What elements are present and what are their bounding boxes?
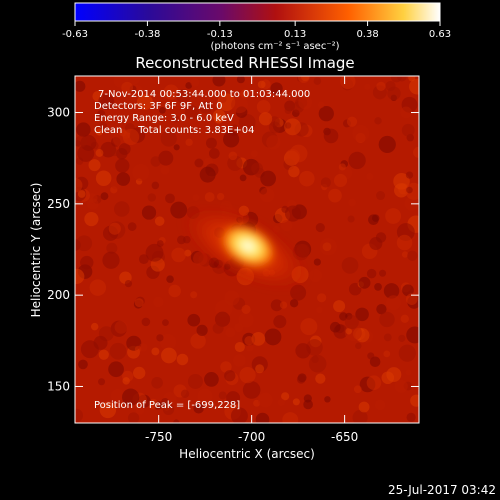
heatmap-texture bbox=[75, 76, 419, 423]
y-tick-label: 300 bbox=[47, 106, 70, 120]
peak-position-label: Position of Peak = [-699,228] bbox=[94, 400, 240, 411]
colorbar-unit-label: (photons cm⁻² s⁻¹ asec⁻²) bbox=[210, 41, 339, 52]
emission-source bbox=[181, 205, 309, 291]
footer-timestamp: 25-Jul-2017 03:42 bbox=[388, 483, 496, 497]
colorbar-tick-label: -0.63 bbox=[62, 29, 88, 40]
x-axis-label: Heliocentric X (arcsec) bbox=[179, 447, 315, 461]
chart-title: Reconstructed RHESSI Image bbox=[135, 54, 354, 72]
colorbar-tick-label: -0.13 bbox=[207, 29, 233, 40]
info-block: 7-Nov-2014 00:53:44.000 to 01:03:44.000 … bbox=[94, 89, 310, 136]
heatmap-plot bbox=[75, 76, 419, 423]
emission-core bbox=[219, 223, 277, 269]
info-detectors: Detectors: 3F 6F 9F, Att 0 bbox=[94, 101, 222, 112]
colorbar-tick-label: -0.38 bbox=[134, 29, 160, 40]
x-tick-label: -750 bbox=[145, 430, 172, 444]
y-tick-label: 200 bbox=[47, 288, 70, 302]
info-time-range: 7-Nov-2014 00:53:44.000 to 01:03:44.000 bbox=[98, 89, 310, 100]
colorbar-tick-label: 0.63 bbox=[429, 29, 451, 40]
y-tick-label: 250 bbox=[47, 197, 70, 211]
colorbar-ticks: -0.63 -0.38 -0.13 0.13 0.38 0.63 bbox=[62, 21, 451, 40]
info-energy-range: Energy Range: 3.0 - 6.0 keV bbox=[94, 113, 234, 124]
info-total-counts: Clean Total counts: 3.83E+04 bbox=[94, 125, 254, 136]
colorbar-tick-label: 0.38 bbox=[356, 29, 378, 40]
plot-frame bbox=[74, 75, 420, 424]
colorbar: -0.63 -0.38 -0.13 0.13 0.38 0.63 (photons cm⁻… bbox=[62, 2, 451, 52]
x-axis: -750 -700 -650 bbox=[145, 76, 358, 444]
y-axis-label: Heliocentric Y (arcsec) bbox=[29, 183, 43, 318]
y-tick-label: 150 bbox=[47, 379, 70, 393]
x-tick-label: -650 bbox=[331, 430, 358, 444]
y-axis: 150 200 250 300 bbox=[47, 106, 419, 393]
x-tick-label: -700 bbox=[238, 430, 265, 444]
colorbar-tick-label: 0.13 bbox=[284, 29, 306, 40]
colorbar-gradient bbox=[74, 2, 441, 22]
